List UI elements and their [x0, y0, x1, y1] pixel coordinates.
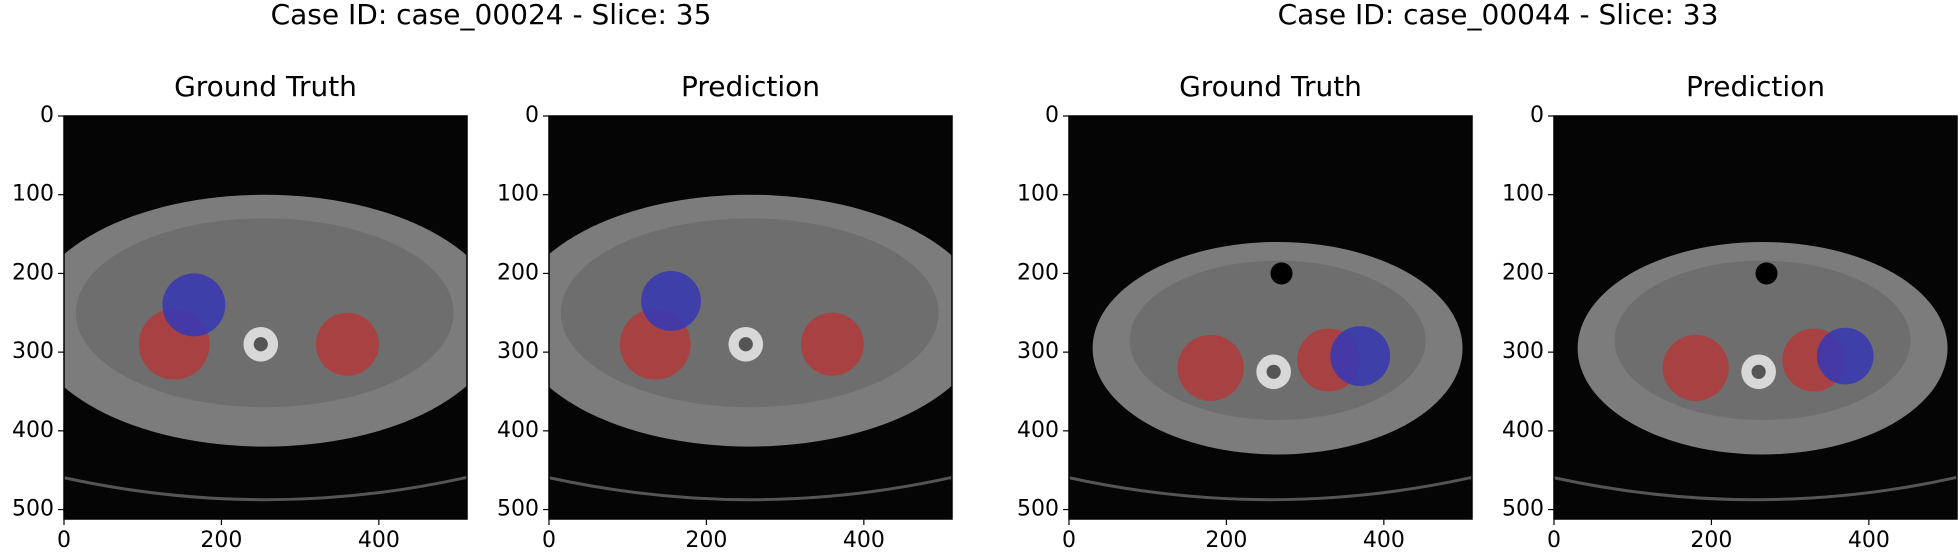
y-tick-label: 0 [1530, 103, 1544, 128]
y-tick-label: 100 [497, 182, 539, 207]
inner [75, 218, 454, 408]
x-tick-label: 0 [542, 528, 556, 553]
suptitle: Case ID: case_00044 - Slice: 33 [1278, 0, 1719, 31]
y-tick-label: 100 [12, 182, 54, 207]
x-tick-label: 200 [1205, 528, 1247, 553]
axes-title: Ground Truth [174, 70, 357, 103]
y-tick-label: 500 [497, 497, 539, 522]
table [549, 475, 952, 502]
kidney-mask [800, 312, 864, 376]
ct-image [549, 116, 952, 519]
y-tick-label: 0 [1045, 103, 1059, 128]
y-tick-label: 200 [1017, 260, 1059, 285]
y-tick-label: 200 [1502, 260, 1544, 285]
spine-canal [253, 337, 268, 352]
x-tick-label: 200 [685, 528, 727, 553]
y-tick-label: 300 [1017, 339, 1059, 364]
y-tick-label: 100 [1502, 182, 1544, 207]
x-tick-label: 0 [1062, 528, 1076, 553]
y-tick-label: 300 [1502, 339, 1544, 364]
table [64, 475, 467, 502]
spine-canal [738, 337, 753, 352]
tumor-mask [1330, 326, 1391, 386]
axes-title: Ground Truth [1179, 70, 1362, 103]
bowel-air [1270, 262, 1293, 285]
x-tick-label: 400 [358, 528, 400, 553]
y-tick-label: 0 [525, 103, 539, 128]
x-tick-label: 0 [57, 528, 71, 553]
y-tick-label: 500 [12, 497, 54, 522]
x-tick-label: 400 [1848, 528, 1890, 553]
axes-frame [1553, 115, 1958, 520]
y-tick-label: 400 [1017, 418, 1059, 443]
y-tick-label: 500 [1502, 497, 1544, 522]
tumor-mask [162, 273, 226, 337]
y-tick-label: 300 [12, 339, 54, 364]
bowel-air [1755, 262, 1778, 285]
inner [560, 218, 939, 408]
axes-title: Prediction [1686, 70, 1825, 103]
tumor-mask [1816, 327, 1874, 385]
y-tick-label: 100 [1017, 182, 1059, 207]
axes-frame [63, 115, 468, 520]
axes-frame [1068, 115, 1473, 520]
y-tick-label: 500 [1017, 497, 1059, 522]
ct-image [64, 116, 467, 519]
spine-canal [1266, 364, 1281, 379]
x-tick-label: 200 [200, 528, 242, 553]
y-tick-label: 300 [497, 339, 539, 364]
kidney-mask [1662, 334, 1729, 401]
ct-image [1069, 116, 1472, 519]
x-tick-label: 200 [1690, 528, 1732, 553]
x-tick-label: 400 [843, 528, 885, 553]
spine-canal [1751, 364, 1766, 379]
y-tick-label: 200 [497, 260, 539, 285]
x-tick-label: 0 [1547, 528, 1561, 553]
x-tick-label: 400 [1363, 528, 1405, 553]
kidney-mask [315, 312, 379, 376]
axes-frame [548, 115, 953, 520]
y-tick-label: 200 [12, 260, 54, 285]
axes-title: Prediction [681, 70, 820, 103]
y-tick-label: 400 [12, 418, 54, 443]
y-tick-label: 400 [497, 418, 539, 443]
suptitle: Case ID: case_00024 - Slice: 35 [271, 0, 712, 31]
y-tick-label: 400 [1502, 418, 1544, 443]
kidney-mask [1177, 334, 1244, 401]
y-tick-label: 0 [40, 103, 54, 128]
tumor-mask [641, 271, 701, 331]
table [1069, 475, 1472, 502]
ct-image [1554, 116, 1957, 519]
table [1554, 475, 1957, 502]
